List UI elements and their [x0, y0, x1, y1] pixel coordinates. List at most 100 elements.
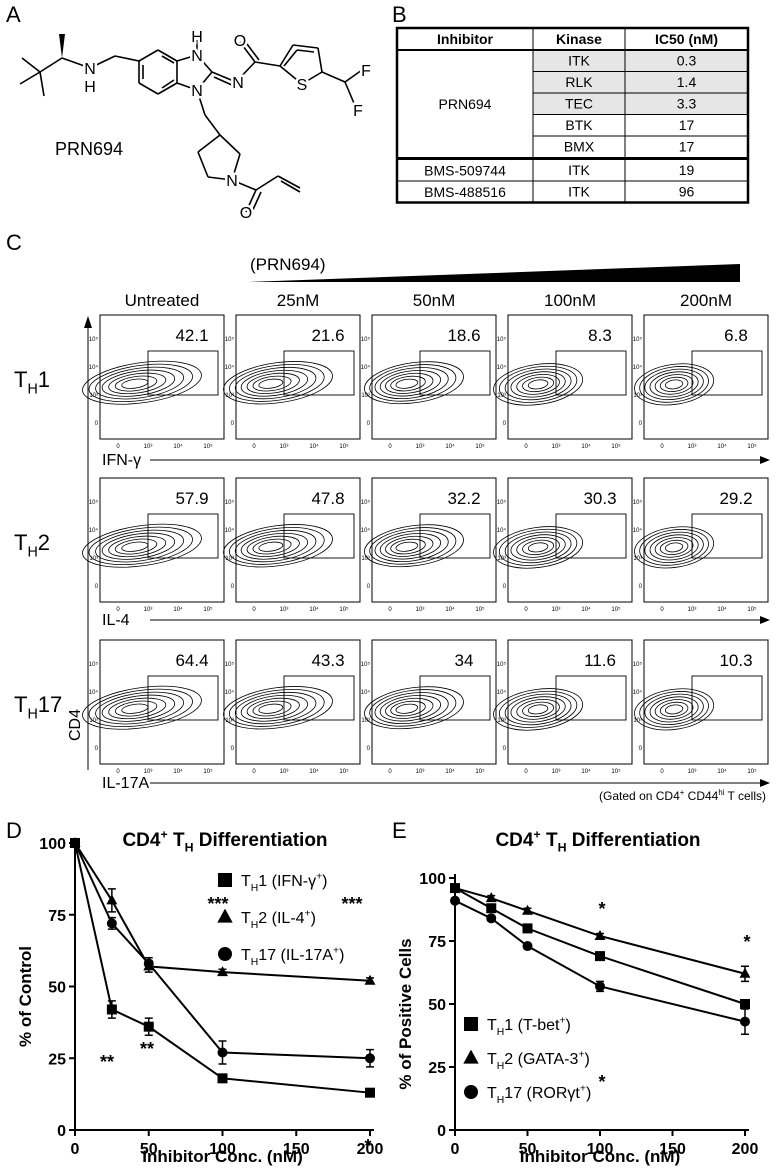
- contour: [395, 378, 419, 389]
- y-tick-label: 100: [39, 836, 66, 853]
- annotation: *: [598, 1072, 605, 1092]
- flow-plot: 57.9 0 0 10³ 10³ 10⁴ 10⁴ 10⁵ 10⁵: [82, 477, 225, 613]
- gate-value: 21.6: [311, 326, 344, 345]
- x-tick-label: 0: [660, 444, 664, 450]
- legend-label: TH2 (GATA-3+): [487, 1050, 590, 1072]
- table-header-bg: [397, 28, 748, 50]
- contour: [639, 529, 709, 566]
- contour: [374, 530, 449, 562]
- y-tick-label: 10⁵: [497, 661, 507, 668]
- y-tick-label: 0: [95, 746, 99, 752]
- y-tick-label: 75: [48, 908, 66, 925]
- x-tick-label: 10⁵: [747, 768, 757, 775]
- y-tick-label: 10⁵: [89, 499, 99, 506]
- panel-label: C: [6, 230, 22, 255]
- text-part: (Gated on CD4: [599, 789, 680, 803]
- bond: [279, 65, 303, 85]
- bond: [213, 76, 235, 87]
- y-tick-label: 10⁵: [497, 499, 507, 506]
- bond: [196, 71, 213, 91]
- marker: [739, 967, 751, 978]
- y-tick-label: 10³: [225, 393, 234, 399]
- x-tick-label: 0: [524, 769, 528, 775]
- gate-value: 30.3: [583, 489, 616, 508]
- contour: [644, 368, 704, 401]
- y-tick-label: 10⁴: [225, 689, 235, 696]
- flow-plot: 21.6 0 0 10³ 10³ 10⁴ 10⁴ 10⁵ 10⁵: [223, 314, 361, 450]
- marker: [486, 913, 497, 924]
- x-tick-label: 150: [283, 1141, 310, 1158]
- y-tick-label: 0: [367, 421, 371, 427]
- annotation: **: [140, 1039, 154, 1059]
- x-tick-label: 0: [116, 444, 120, 450]
- marker: [217, 908, 233, 923]
- contour: [114, 375, 158, 392]
- y-tick-label: 10³: [361, 718, 370, 724]
- y-tick-label: 0: [437, 1123, 446, 1140]
- contour: [639, 691, 709, 728]
- text-part: T: [14, 692, 27, 717]
- x-tick-label: 10⁴: [581, 443, 591, 450]
- x-tick-label: 10⁴: [445, 606, 455, 613]
- atom-label: H: [84, 79, 96, 96]
- plot-frame: [643, 314, 769, 440]
- contour: [385, 697, 434, 719]
- bond: [207, 176, 233, 181]
- text-part: T: [241, 873, 251, 890]
- bond: [197, 151, 209, 178]
- text-part: ): [322, 873, 327, 890]
- y-tick-label: 0: [503, 584, 507, 590]
- x-tick-label: 10⁵: [611, 768, 621, 775]
- x-tick-label: 10³: [552, 769, 561, 775]
- contour: [240, 694, 309, 722]
- y-tick-label: 0: [367, 584, 371, 590]
- atom-label: N: [191, 48, 203, 65]
- table-cell: 19: [679, 162, 695, 178]
- arrow-head: [84, 316, 92, 328]
- marker: [522, 904, 533, 915]
- text-part: T: [487, 1085, 497, 1102]
- gate: [691, 675, 763, 721]
- text-part: H: [185, 841, 194, 855]
- text-part: T: [241, 947, 251, 964]
- annotation: ***: [207, 894, 228, 914]
- contour: [395, 703, 419, 714]
- atom-label: F: [353, 103, 363, 120]
- contour: [95, 691, 185, 725]
- contour: [223, 361, 333, 405]
- contour: [522, 701, 555, 718]
- atom-label: N: [226, 173, 238, 190]
- text-part: +: [305, 909, 311, 920]
- contour: [258, 541, 284, 552]
- y-tick-label: 10³: [633, 393, 642, 399]
- x-tick-label: 10⁵: [203, 768, 213, 775]
- contour: [246, 697, 300, 719]
- marker: [143, 958, 154, 969]
- x-tick-label: 10³: [144, 444, 153, 450]
- contour: [101, 369, 176, 397]
- x-tick-label: 10⁴: [173, 443, 183, 450]
- y-tick-label: 0: [367, 746, 371, 752]
- x-tick-label: 0: [451, 1141, 460, 1158]
- y-tick-label: 10⁴: [497, 364, 507, 371]
- gate: [555, 513, 627, 559]
- y-tick-label: 10³: [633, 556, 642, 562]
- contour: [634, 363, 715, 406]
- flow-plot: 29.2 0 0 10³ 10³ 10⁴ 10⁴ 10⁵ 10⁵: [633, 477, 769, 613]
- flow-plot: 34 0 0 10³ 10³ 10⁴ 10⁴ 10⁵ 10⁵: [361, 639, 497, 775]
- contour: [522, 539, 555, 556]
- x-tick-label: 10⁵: [611, 606, 621, 613]
- y-tick-label: 25: [48, 1051, 66, 1068]
- contour: [516, 537, 560, 558]
- x-tick-label: 0: [252, 607, 256, 613]
- marker: [106, 1004, 117, 1015]
- marker: [740, 999, 750, 1009]
- dose-wedge: [248, 264, 740, 282]
- legend-label: TH1 (IFN-γ+): [241, 872, 327, 894]
- x-tick-label: 100: [209, 1141, 236, 1158]
- flow-plot: 8.3 0 0 10³ 10³ 10⁴ 10⁴ 10⁵ 10⁵: [493, 314, 633, 450]
- atom-label: F: [361, 63, 371, 80]
- x-tick-label: 10³: [552, 444, 561, 450]
- x-tick-label: 10⁵: [475, 606, 485, 613]
- bond: [19, 71, 41, 85]
